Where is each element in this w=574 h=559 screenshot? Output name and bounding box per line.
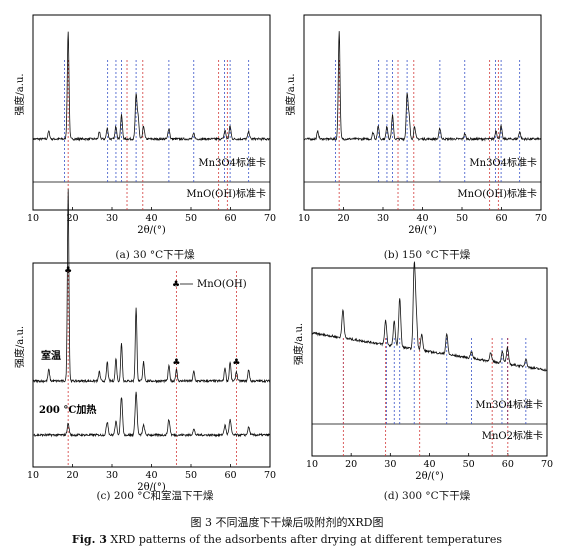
x-tick-label: 20 [345, 459, 357, 470]
x-tick-label: 40 [145, 470, 157, 481]
x-tick-label: 30 [377, 213, 389, 224]
figure-caption-en-text: XRD patterns of the adsorbents after dry… [110, 533, 503, 546]
x-tick-label: 10 [27, 470, 39, 481]
plot-frame [311, 267, 548, 457]
x-tick-label: 40 [423, 459, 435, 470]
xrd-curve [311, 261, 548, 372]
mnooh-marker: ♣ [172, 358, 180, 368]
xrd-curve-room-temp [33, 189, 271, 384]
ref-label-second: MnO2标准卡 [482, 429, 543, 442]
x-tick-label: 70 [264, 213, 276, 224]
y-axis-label: 强度/a.u. [284, 73, 297, 115]
mnooh-marker: ♣ [64, 266, 72, 276]
x-tick-label: 50 [185, 470, 197, 481]
x-tick-label: 70 [541, 459, 553, 470]
panel-b: 10 20 30 40 50 60 70 2θ/(°) 强度/a.u. Mn3O4标准卡 MnO(O… [284, 14, 547, 236]
x-tick-label: 50 [456, 213, 468, 224]
xrd-curve-200c [32, 391, 271, 438]
figure-caption-en: Fig. 3 XRD patterns of the adsorbents af… [0, 533, 574, 546]
x-tick-label: 30 [106, 470, 118, 481]
ref-label-second: MnO(OH)标准卡 [186, 187, 266, 200]
ref-label-second: MnO(OH)标准卡 [457, 187, 537, 200]
ref-label-mn3o4: Mn3O4标准卡 [469, 156, 537, 169]
caption-b: (b) 150 °C下干燥 [383, 249, 471, 261]
x-tick-label: 10 [27, 213, 39, 224]
x-axis-label: 2θ/(°) [137, 482, 166, 493]
x-axis-label: 2θ/(°) [137, 225, 166, 236]
legend-label: MnO(OH) [197, 279, 247, 290]
panel-c: 10 20 30 40 50 60 70 2θ/(°) 强度/a.u. 室温 200 °C加热 ♣ ♣ ♣… [13, 189, 276, 493]
xrd-curve [32, 31, 271, 142]
caption-d: (d) 300 °C下干燥 [383, 490, 471, 502]
figure-caption-en-prefix: Fig. 3 [71, 533, 107, 546]
x-tick-label: 10 [298, 213, 310, 224]
caption-c: (c) 200 °C和室温下干燥 [96, 490, 214, 502]
x-tick-label: 50 [185, 213, 197, 224]
y-axis-label: 强度/a.u. [13, 326, 26, 368]
xrd-curve [303, 31, 542, 142]
x-tick-label: 60 [495, 213, 507, 224]
x-tick-label: 30 [384, 459, 396, 470]
x-tick-label: 30 [106, 213, 118, 224]
ref-label-mn3o4: Mn3O4标准卡 [475, 398, 543, 411]
x-tick-label: 20 [66, 213, 78, 224]
x-tick-label: 70 [535, 213, 547, 224]
ref-label-mn3o4: Mn3O4标准卡 [198, 156, 266, 169]
x-tick-label: 20 [66, 470, 78, 481]
y-axis-label: 强度/a.u. [292, 323, 305, 365]
mnooh-marker: ♣ [232, 358, 240, 368]
figure-caption-cn: 图 3 不同温度下干燥后吸附剂的XRD图 [190, 516, 384, 529]
x-tick-label: 10 [306, 459, 318, 470]
x-tick-label: 50 [463, 459, 475, 470]
x-tick-label: 70 [264, 470, 276, 481]
caption-a: (a) 30 °C下干燥 [115, 249, 195, 261]
x-tick-label: 60 [224, 213, 236, 224]
x-axis-label: 2θ/(°) [415, 471, 444, 482]
x-tick-label: 60 [224, 470, 236, 481]
curve-label-200c: 200 °C加热 [39, 403, 96, 416]
legend-marker: ♣ [172, 280, 180, 290]
x-tick-label: 20 [337, 213, 349, 224]
x-tick-label: 60 [502, 459, 514, 470]
y-axis-label: 强度/a.u. [13, 73, 26, 115]
panel-a: 10 20 30 40 50 60 70 2θ/(°) 强度/a.u. Mn3O4标准卡 MnO(O… [13, 14, 276, 236]
panel-d: 10 20 30 40 50 60 70 2θ/(°) 强度/a.u. Mn3O4标准卡 MnO2标… [292, 261, 553, 482]
x-tick-label: 40 [416, 213, 428, 224]
curve-label-room-temp: 室温 [41, 349, 61, 362]
x-tick-label: 40 [145, 213, 157, 224]
x-axis-label: 2θ/(°) [408, 225, 437, 236]
